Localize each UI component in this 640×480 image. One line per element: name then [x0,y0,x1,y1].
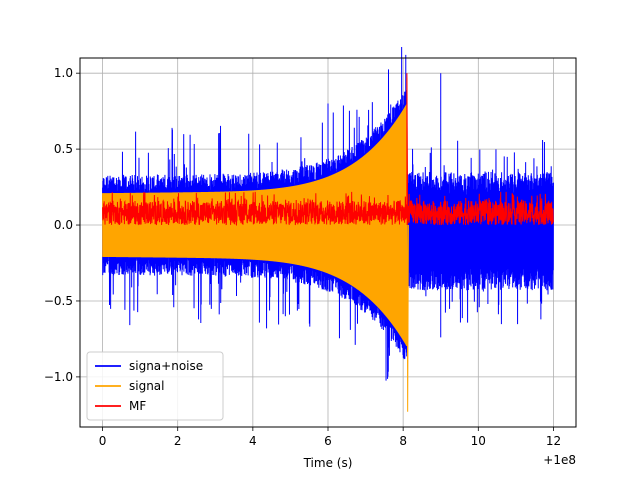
series-signal-noise-line [102,46,554,381]
x-tick-label: 8 [399,434,407,448]
legend: signa+noise signal MF [86,351,224,421]
x-tick-label: 4 [249,434,257,448]
y-tick-label: 1.0 [54,66,73,80]
series-signal-line [102,77,409,412]
y-tick-label: 0.5 [54,142,73,156]
x-tick-label: 2 [174,434,182,448]
x-axis-offset-label: +1e8 [543,453,576,467]
series-layer [102,46,554,412]
legend-label: signal [129,379,165,393]
y-tick-label: −0.5 [44,294,73,308]
legend-items: signa+noise signal MF [95,359,203,413]
series-mf-line [102,73,554,227]
x-tick-label: 10 [471,434,486,448]
x-tick-label: 12 [546,434,561,448]
legend-label: signa+noise [129,359,203,373]
legend-box [86,351,224,421]
x-tick-label: 6 [324,434,332,448]
ticks: 0 2 4 6 8 10 12 −1.0 −0.5 0.0 0.5 1.0 [44,66,561,448]
y-tick-label: 0.0 [54,218,73,232]
x-axis-label: Time (s) [303,456,353,470]
y-tick-label: −1.0 [44,370,73,384]
x-tick-label: 0 [99,434,107,448]
legend-label: MF [129,399,146,413]
